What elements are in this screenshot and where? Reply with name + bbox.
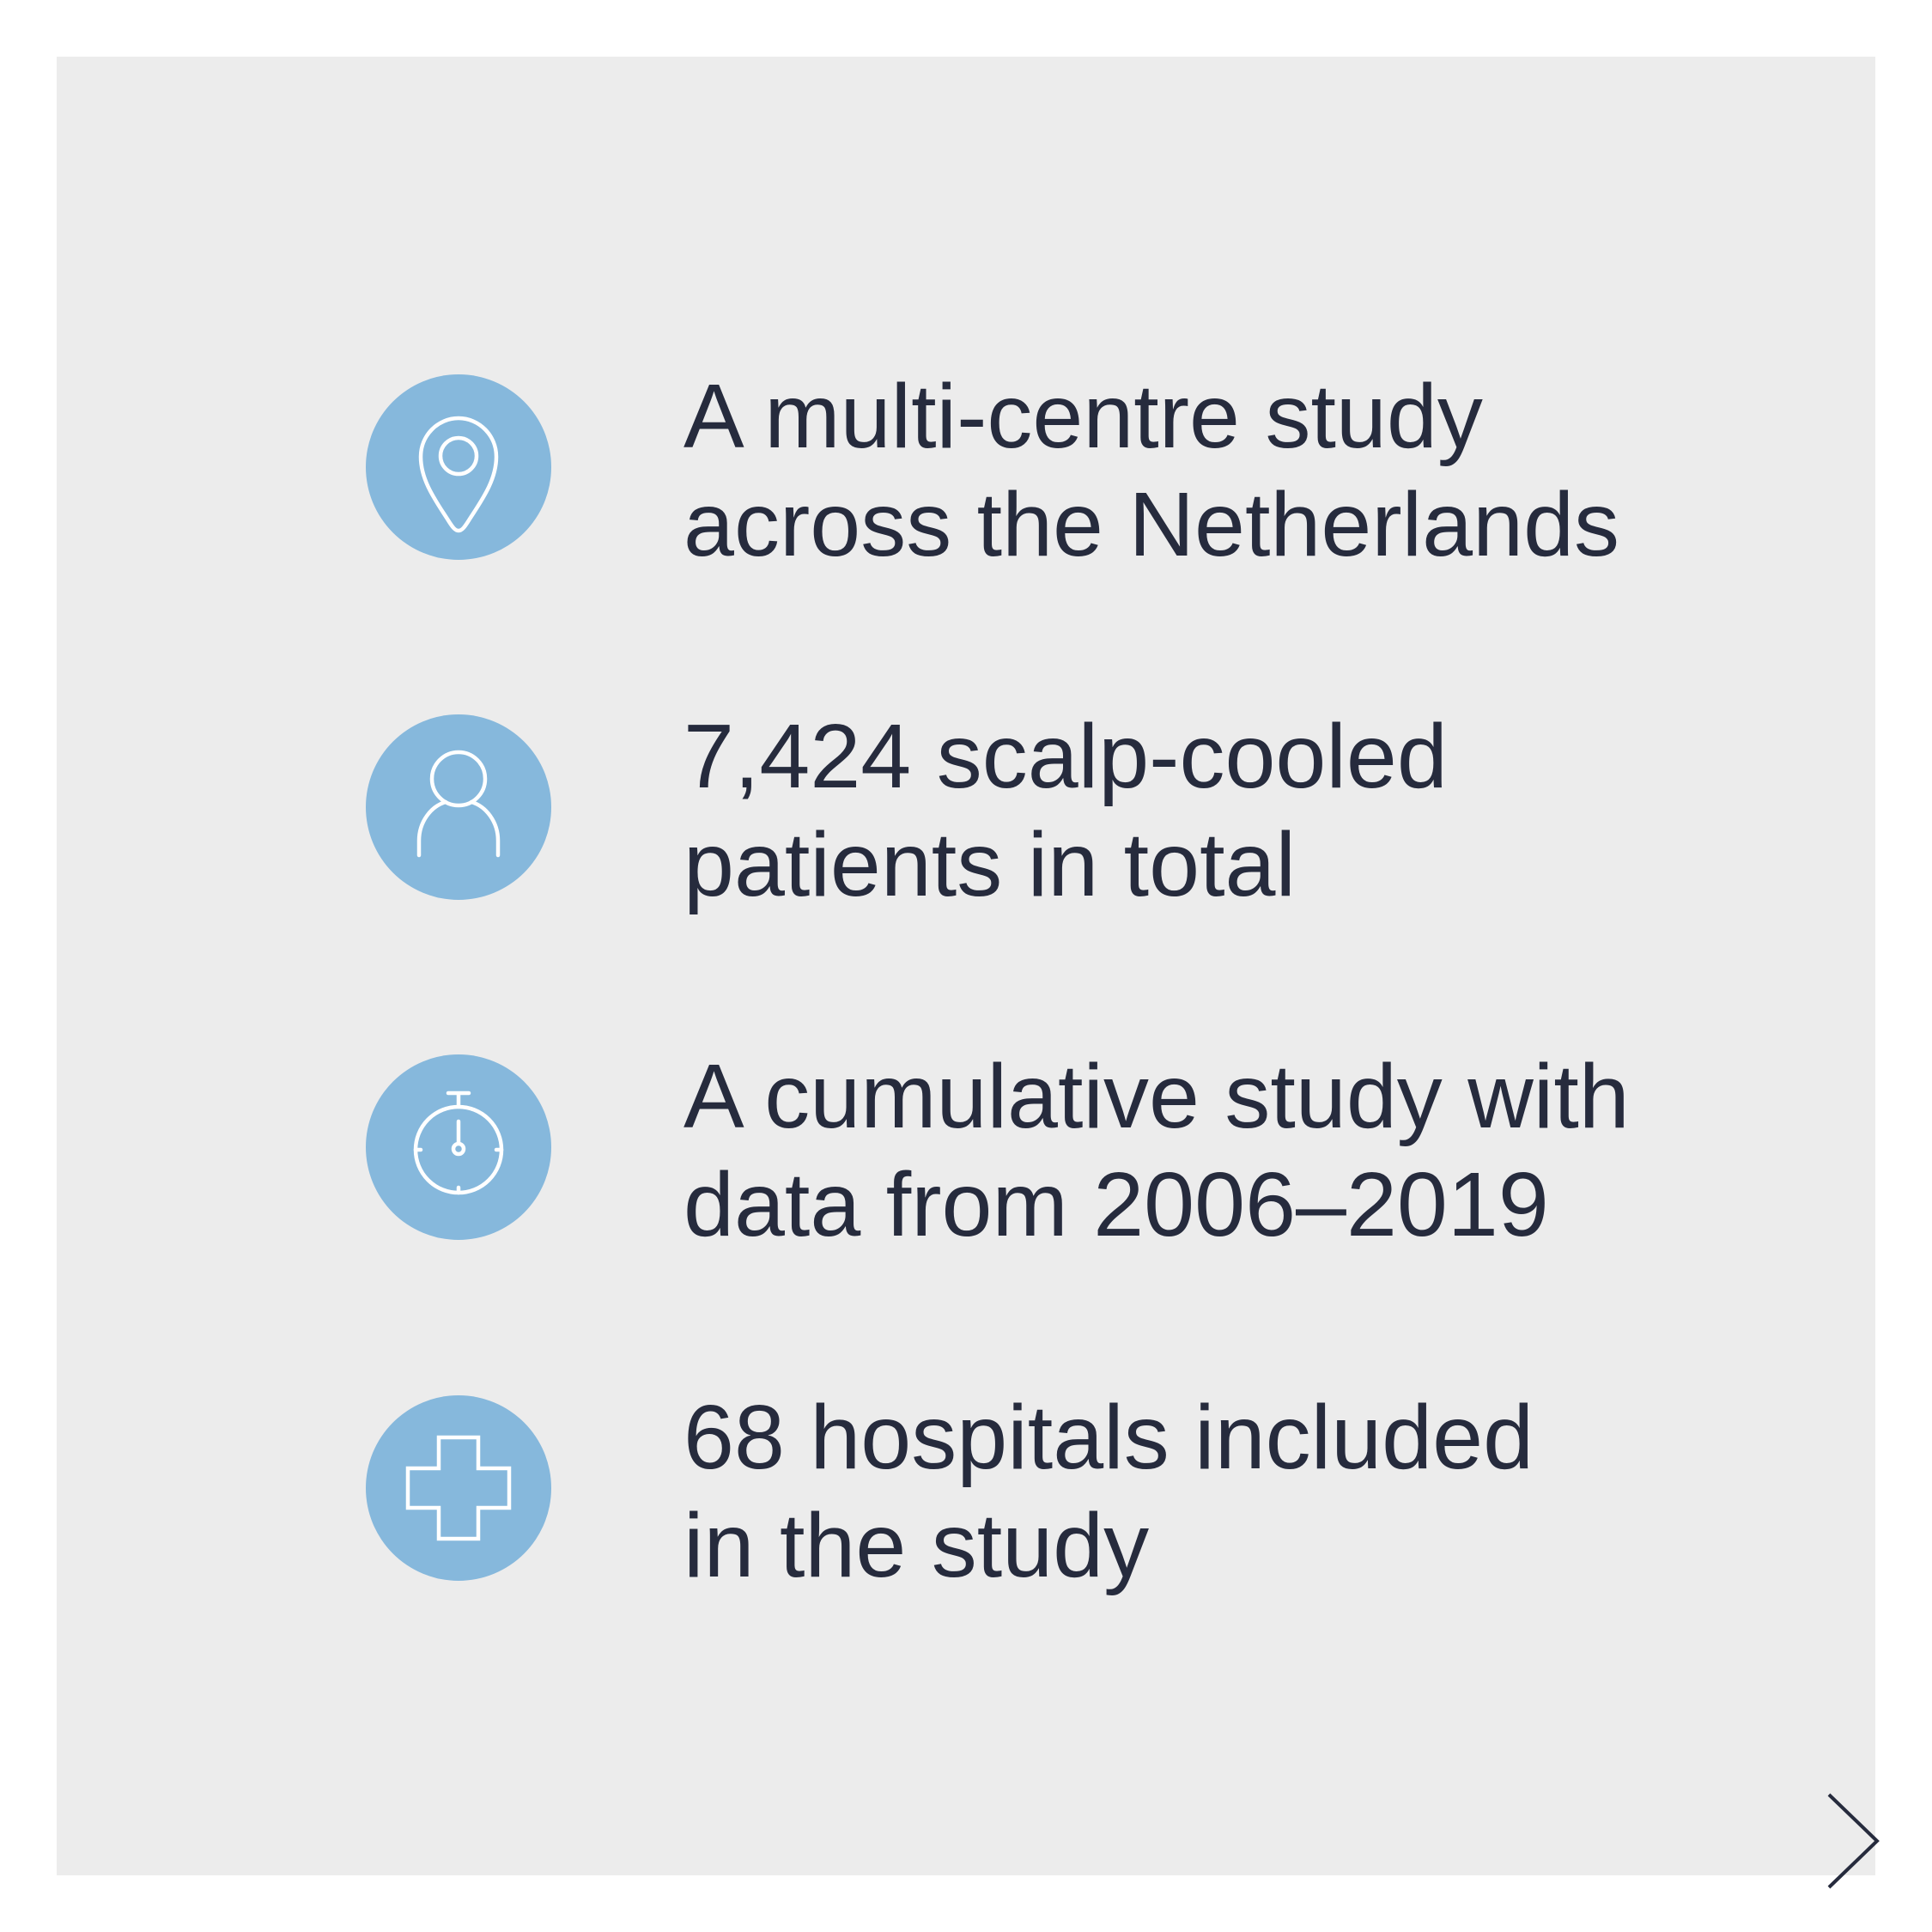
fact-line: across the Netherlands (683, 474, 1620, 575)
fact-line: 7,424 scalp-cooled (683, 706, 1448, 807)
person-icon (366, 714, 551, 900)
fact-line: data from 2006–2019 (683, 1154, 1549, 1255)
stopwatch-icon (366, 1054, 551, 1240)
fact-text: 7,424 scalp-cooled patients in total (683, 702, 1843, 919)
fact-line: A cumulative study with (683, 1046, 1630, 1147)
fact-line: A multi-centre study (683, 366, 1483, 467)
fact-text: 68 hospitals included in the study (683, 1383, 1843, 1600)
fact-item-hospitals: 68 hospitals included in the study (366, 1387, 1826, 1596)
fact-item-cumulative: A cumulative study with data from 2006–2… (366, 1046, 1826, 1255)
fact-text: A cumulative study with data from 2006–2… (683, 1042, 1843, 1259)
fact-line: 68 hospitals included (683, 1387, 1534, 1488)
fact-line: patients in total (683, 814, 1297, 915)
fact-text: A multi-centre study across the Netherla… (683, 362, 1843, 579)
fact-item-patients: 7,424 scalp-cooled patients in total (366, 706, 1826, 915)
chevron-right-icon (1827, 1793, 1880, 1889)
info-panel: A multi-centre study across the Netherla… (57, 57, 1880, 1889)
medical-cross-icon (366, 1395, 551, 1581)
next-button[interactable] (1820, 1791, 1886, 1891)
fact-item-multi-centre: A multi-centre study across the Netherla… (366, 366, 1826, 575)
fact-line: in the study (683, 1495, 1150, 1596)
location-pin-icon (366, 374, 551, 560)
